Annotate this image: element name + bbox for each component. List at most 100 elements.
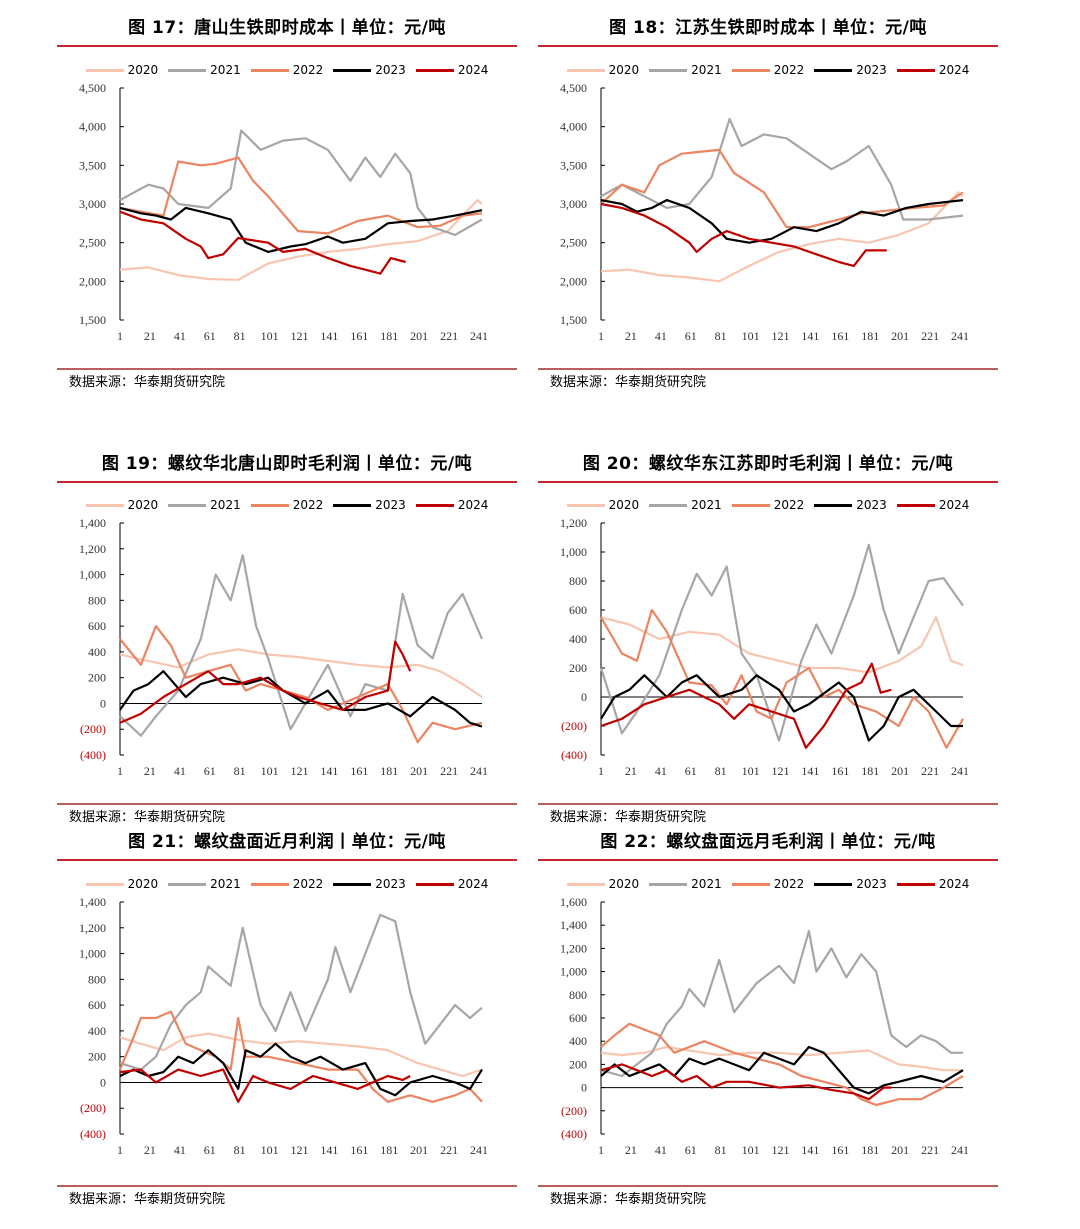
legend-item-2024: 2024 [415,498,488,512]
x-tick-label: 241 [470,1143,488,1157]
source-note: 数据来源：华泰期货研究院 [550,810,707,825]
x-tick-label: 1 [598,764,604,778]
x-tick-label: 141 [320,1143,338,1157]
source-rule [538,368,998,370]
y-tick-label: 200 [88,1050,106,1064]
legend-item-2023: 2023 [333,63,406,77]
x-tick-label: 81 [715,329,727,343]
series-line-2023 [119,206,483,253]
x-tick-label: 41 [655,764,667,778]
y-tick-label: 4,000 [560,120,587,134]
legend-label: 2022 [773,877,805,891]
x-tick-label: 221 [440,1143,458,1157]
legend-swatch [814,68,853,72]
y-tick-label: (200) [80,722,106,736]
x-tick-label: 21 [144,1143,156,1157]
legend-label: 2020 [127,498,159,512]
legend-label: 2023 [375,877,406,891]
chart-panel-19: 图 19：螺纹华北唐山即时毛利润丨单位：元/吨 2020 2021 2022 2023… [57,435,517,825]
x-tick-label: 161 [831,1143,849,1157]
chart-panel-21: 图 21：螺纹盘面近月利润丨单位：元/吨 2020 2021 2022 2023 202… [57,813,517,1223]
series-line-2022 [600,1022,964,1107]
x-tick-label: 161 [831,764,849,778]
legend-item-2021: 2021 [649,877,722,891]
series-line-2022 [600,608,964,749]
x-tick-label: 181 [861,764,879,778]
legend-label: 2023 [856,498,887,512]
y-tick-label: 1,500 [79,313,106,327]
x-tick-label: 161 [831,329,849,343]
chart-legend: 2020 2021 2022 2023 2024 [538,877,998,891]
x-tick-label: 121 [772,1143,790,1157]
title-rule [538,45,998,47]
y-tick-label: (400) [80,748,106,762]
x-tick-label: 41 [655,1143,667,1157]
y-tick-label: 0 [100,1075,106,1089]
x-tick-label: 181 [380,329,398,343]
legend-item-2021: 2021 [168,63,241,77]
legend-swatch [731,882,770,886]
legend-label: 2022 [773,498,805,512]
x-tick-label: 161 [350,329,368,343]
legend-swatch [333,68,372,72]
x-tick-label: 61 [685,764,697,778]
x-tick-label: 221 [921,1143,939,1157]
chart-title: 图 22：螺纹盘面远月毛利润丨单位：元/吨 [600,832,936,852]
legend-item-2020: 2020 [85,498,159,512]
y-tick-label: 2,000 [79,274,106,288]
y-tick-label: 0 [581,690,587,704]
legend-swatch [168,882,207,886]
y-tick-label: 200 [569,661,587,675]
y-tick-label: 0 [581,1081,587,1095]
y-tick-label: 1,600 [560,895,587,909]
legend-label: 2022 [773,63,805,77]
x-tick-label: 21 [625,329,637,343]
x-tick-label: 61 [204,1143,216,1157]
x-tick-label: 221 [440,764,458,778]
title-rule [57,45,517,47]
series-line-2024 [600,1063,892,1101]
x-tick-label: 1 [598,329,604,343]
legend-swatch [814,503,853,507]
chart-title: 图 21：螺纹盘面近月利润丨单位：元/吨 [128,832,446,852]
x-tick-label: 241 [951,329,969,343]
legend-swatch [85,503,124,507]
series-line-2023 [119,670,483,728]
source-note: 数据来源：华泰期货研究院 [550,375,707,390]
x-tick-label: 41 [655,329,667,343]
chart-title: 图 18：江苏生铁即时成本丨单位：元/吨 [609,18,927,38]
legend-swatch [566,68,605,72]
y-tick-label: 4,500 [79,81,106,95]
y-tick-label: 200 [88,671,106,685]
y-tick-label: 1,000 [560,965,587,979]
y-tick-label: 2,000 [560,274,587,288]
y-tick-label: 1,000 [79,947,106,961]
x-tick-label: 81 [234,329,246,343]
x-tick-label: 41 [174,764,186,778]
y-tick-label: 600 [88,619,106,633]
x-tick-label: 121 [291,329,309,343]
x-tick-label: 241 [951,1143,969,1157]
x-tick-label: 61 [685,329,697,343]
series-line-2021 [119,913,483,1071]
y-tick-label: (400) [561,748,587,762]
y-tick-label: 1,200 [79,542,106,556]
legend-label: 2023 [856,63,887,77]
title-rule [538,481,998,483]
x-tick-label: 221 [440,329,458,343]
series-line-2021 [600,929,963,1078]
legend-item-2024: 2024 [896,63,969,77]
legend-label: 2024 [457,63,489,77]
legend-swatch [649,882,688,886]
title-rule [538,859,998,861]
legend-item-2024: 2024 [415,877,488,891]
legend-label: 2020 [608,63,640,77]
legend-item-2022: 2022 [250,63,323,77]
y-tick-label: 1,000 [560,545,587,559]
y-tick-label: 800 [569,988,587,1002]
legend-swatch [168,68,207,72]
x-tick-label: 21 [144,764,156,778]
